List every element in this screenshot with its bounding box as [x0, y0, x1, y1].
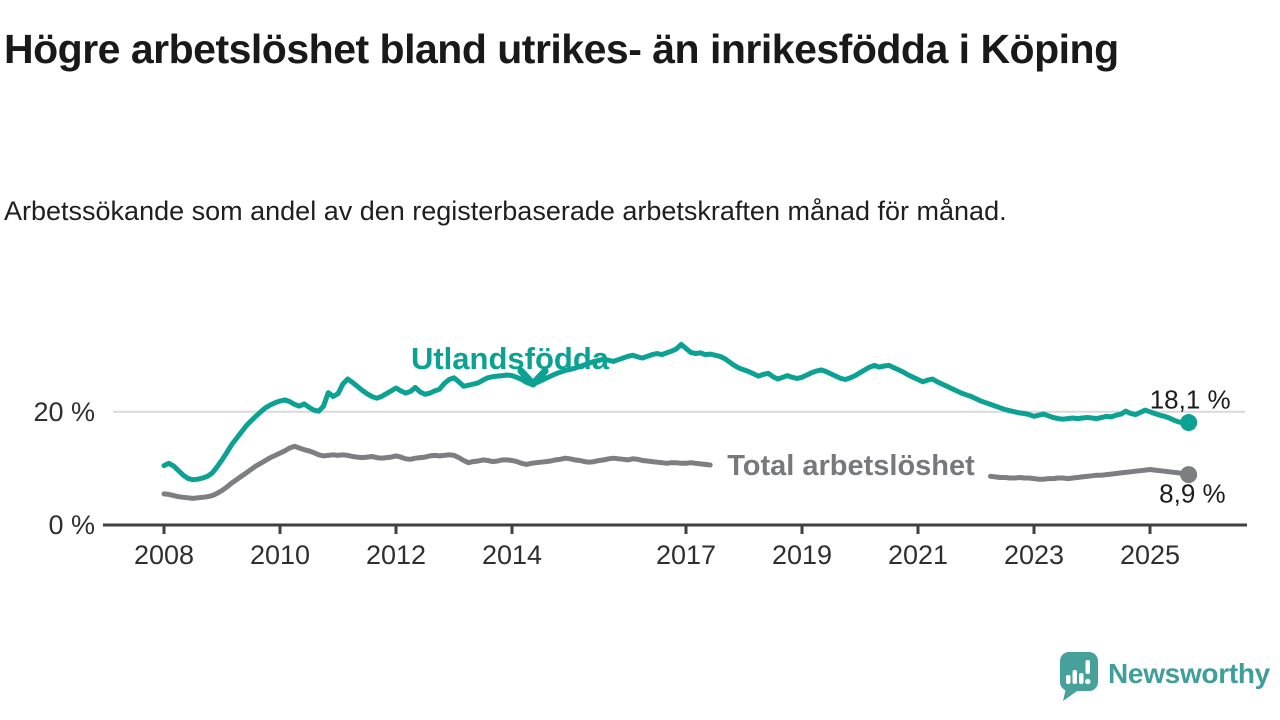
- end-dot-total: [1180, 466, 1198, 484]
- down-arrow-icon: [517, 367, 549, 388]
- x-axis-label-2017: 2017: [656, 540, 716, 570]
- x-axis-label-2019: 2019: [772, 540, 832, 570]
- y-axis-label-0: 0 %: [48, 510, 95, 540]
- logo-bar2-icon: [1072, 670, 1077, 684]
- x-axis-label-2014: 2014: [482, 540, 542, 570]
- x-axis-label-2010: 2010: [250, 540, 310, 570]
- y-axis-label-20: 20 %: [33, 397, 95, 427]
- logo-bubble-icon: [1060, 652, 1098, 691]
- x-axis-label-2021: 2021: [888, 540, 948, 570]
- chart-title: Högre arbetslöshet bland utrikes- än inr…: [4, 26, 1119, 72]
- chart-subtitle: Arbetssökande som andel av den registerb…: [4, 196, 1007, 226]
- logo-bubble-tail-icon: [1063, 688, 1080, 701]
- series-label-total-arbetsloshet: Total arbetslöshet: [727, 450, 975, 482]
- x-axis-label-2025: 2025: [1120, 540, 1180, 570]
- series-total: [161, 443, 1192, 501]
- logo-exclamation-bar-icon: [1085, 660, 1090, 674]
- newsworthy-wordmark: Newsworthy: [1108, 658, 1271, 689]
- x-axis-label-2023: 2023: [1004, 540, 1064, 570]
- x-axis-label-2012: 2012: [366, 540, 426, 570]
- logo-bar1-icon: [1066, 675, 1071, 684]
- series-utlandsfodda: [161, 341, 1192, 483]
- logo-bar3-icon: [1079, 673, 1084, 684]
- logo-exclamation-dot-icon: [1085, 678, 1091, 685]
- series-line-segment-0: [161, 341, 1192, 483]
- end-value-label-utlandsfodda: 18,1 %: [1150, 385, 1231, 415]
- series-label-utlandsfodda: Utlandsfödda: [411, 341, 610, 376]
- end-dot-utlandsfodda: [1180, 414, 1198, 432]
- newsworthy-logo: Newsworthy: [1060, 652, 1271, 701]
- series-line-segment-0: [161, 443, 713, 501]
- x-axis-label-2008: 2008: [134, 540, 194, 570]
- series-line-segment-1: [988, 467, 1192, 482]
- end-value-label-total: 8,9 %: [1159, 479, 1226, 509]
